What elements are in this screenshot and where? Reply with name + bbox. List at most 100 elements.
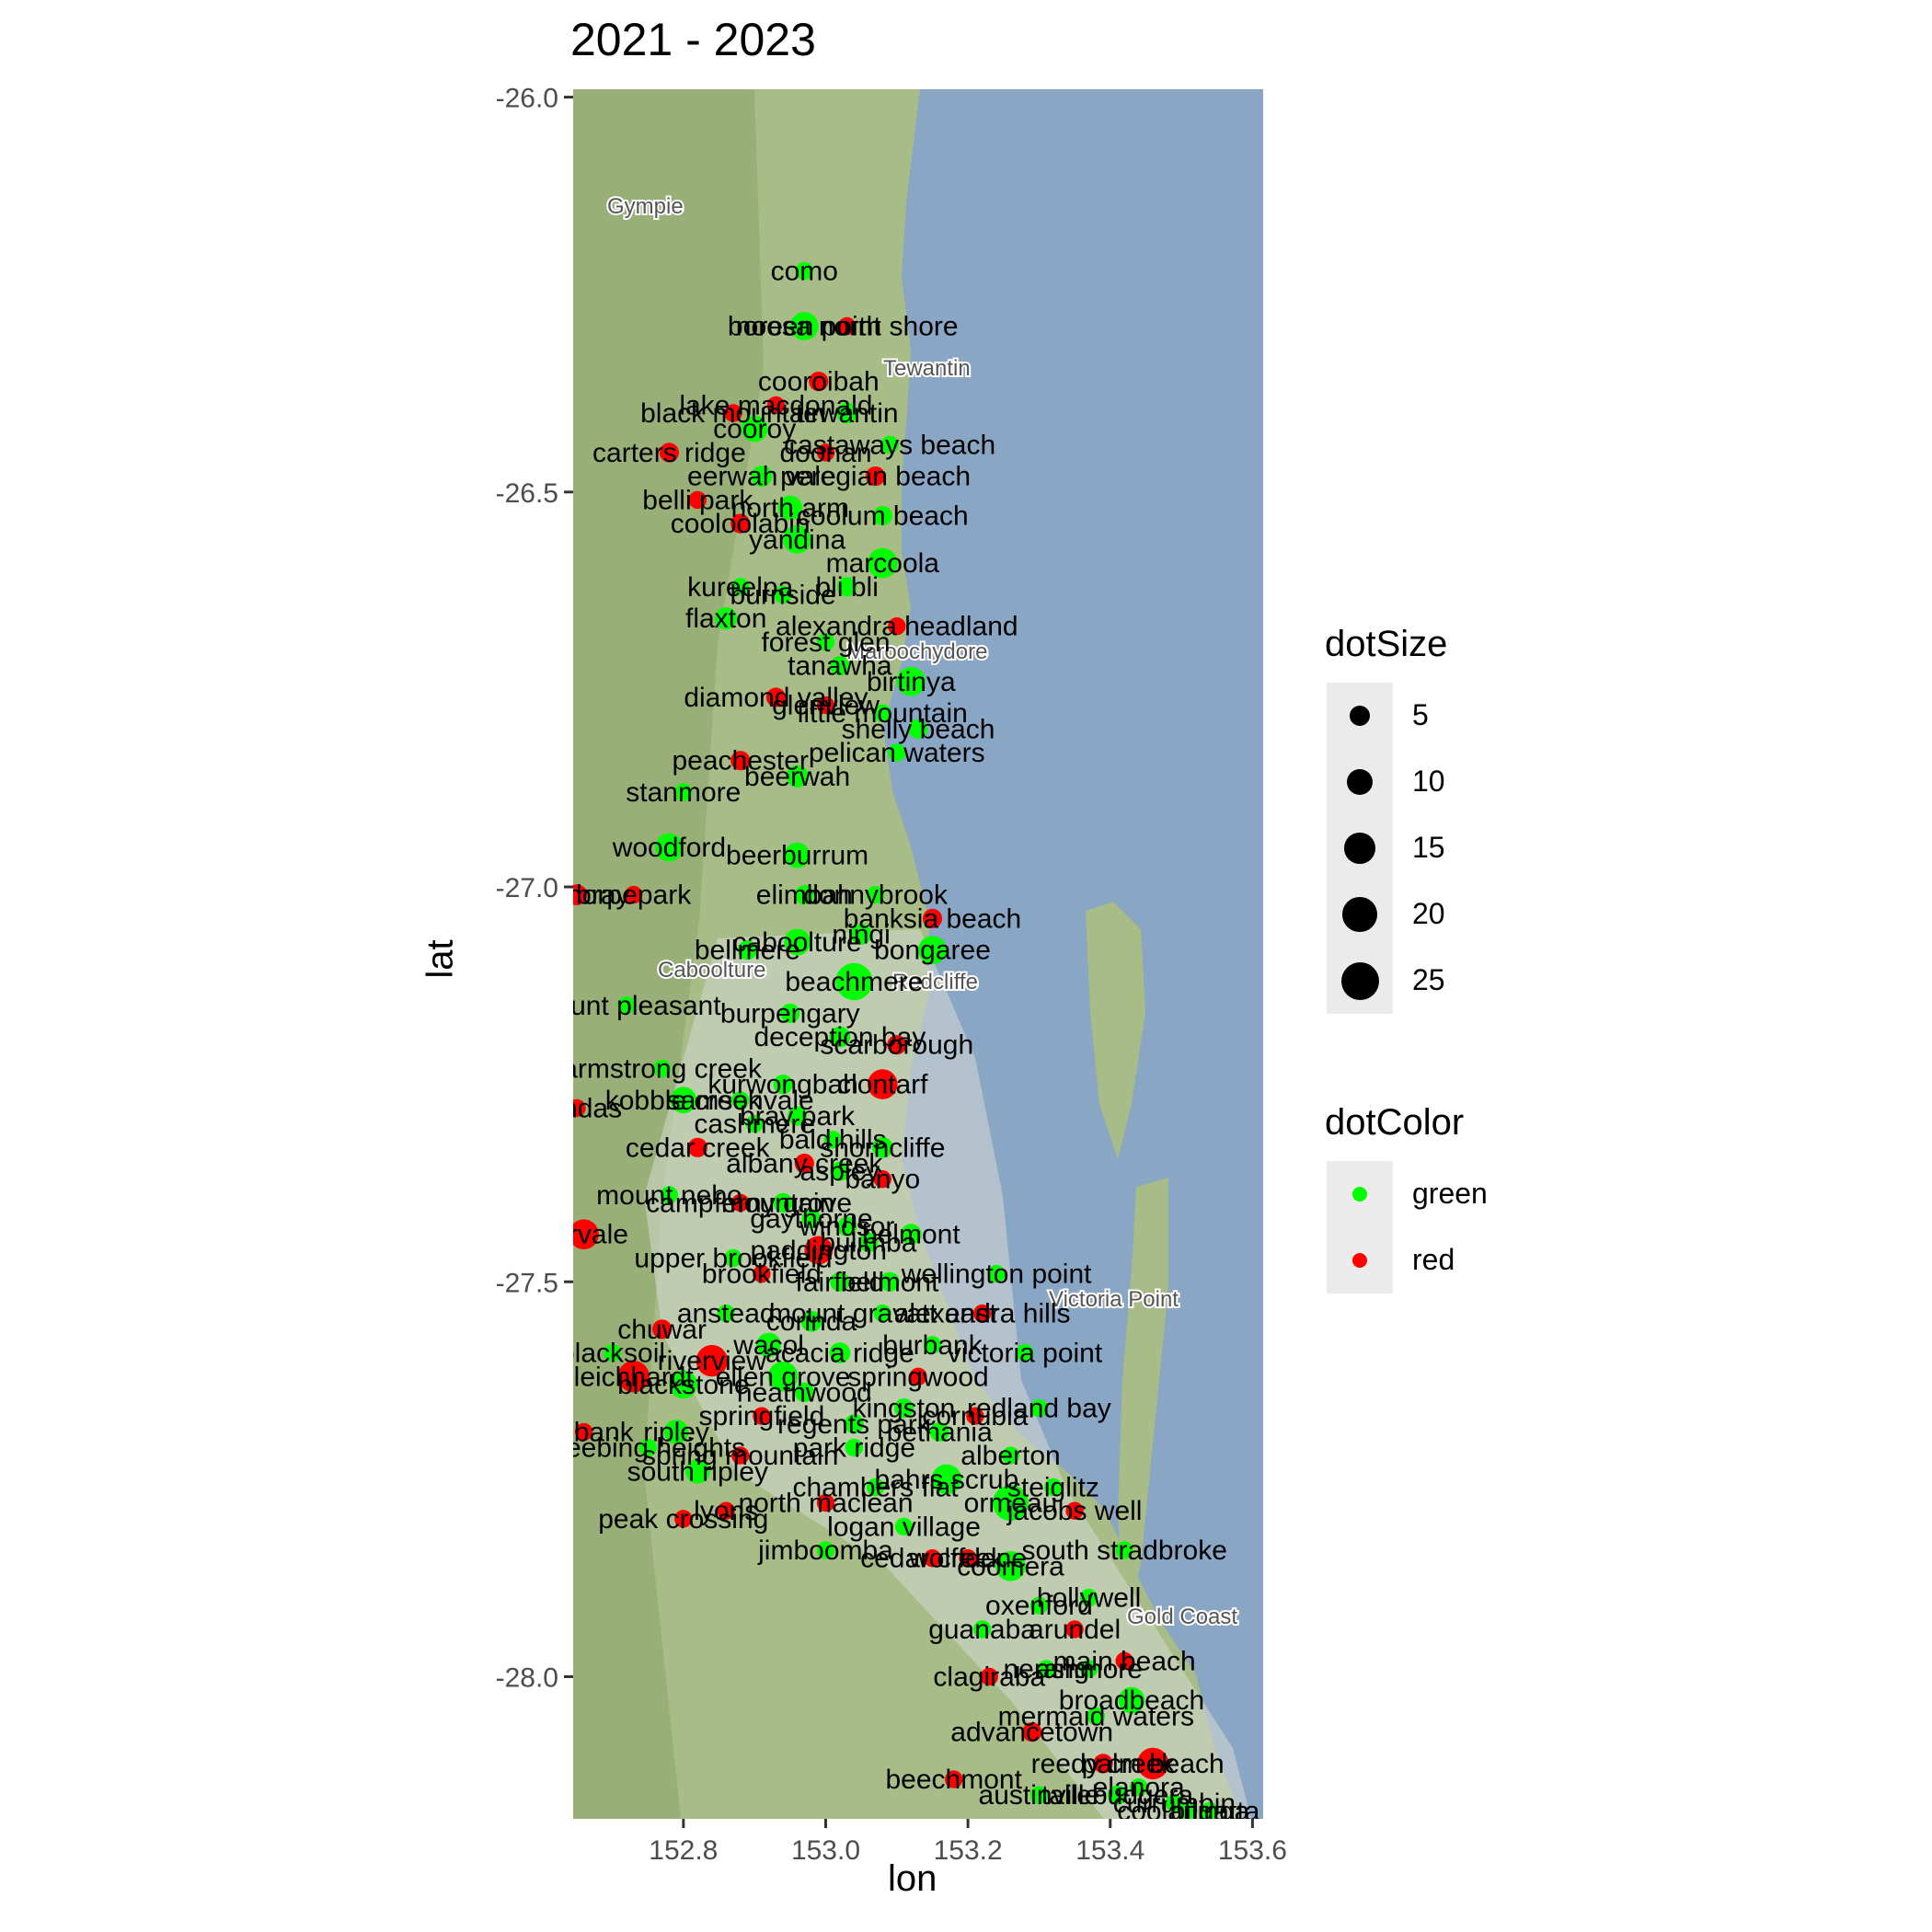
points-layer — [573, 261, 1219, 1819]
point-doonan — [816, 443, 835, 462]
point-glenview — [816, 696, 835, 715]
point-cooloolabin — [730, 513, 751, 534]
x-tick-label: 152.8 — [649, 1835, 718, 1866]
point-label: elanora — [1093, 1773, 1185, 1803]
size-legend-title: dotSize — [1325, 624, 1448, 664]
point-pelican-waters — [888, 743, 906, 762]
basemap-label: Caboolture — [658, 958, 765, 983]
point-label: springfield — [699, 1401, 825, 1432]
point-label: guanaba — [928, 1615, 1036, 1645]
point-blackstone — [669, 1370, 698, 1399]
point-south-ripley — [685, 1459, 710, 1484]
point-label: bethania — [887, 1417, 993, 1447]
point-banyo — [873, 1170, 891, 1189]
point-cooroibah — [809, 372, 829, 392]
y-tick-label: -27.5 — [496, 1268, 558, 1298]
point-bellthorpe — [573, 884, 588, 905]
point-label: banyo — [845, 1165, 920, 1195]
basemap-label: Redcliffe — [892, 970, 978, 995]
point-flaxton — [715, 607, 738, 630]
point-label: deebing heights — [550, 1433, 745, 1464]
point-label: nerang — [1003, 1654, 1088, 1685]
point-scarborough — [887, 1035, 907, 1055]
point-label: austinville — [979, 1780, 1100, 1811]
point-label: steiglitz — [1007, 1473, 1099, 1503]
sea — [883, 89, 1263, 1819]
point-label: south ripley — [627, 1456, 768, 1487]
point-label: boreen point — [728, 312, 881, 342]
point-samsonvale — [731, 1091, 750, 1110]
point-alberton — [1001, 1446, 1020, 1465]
point-label: bulimba — [820, 1227, 916, 1258]
point-label: coolum beach — [797, 501, 969, 532]
size-legend-label: 10 — [1412, 765, 1445, 798]
point-broadbeach — [1118, 1686, 1145, 1714]
point-label: jimboomba — [757, 1535, 893, 1566]
point-label: kureelpa — [687, 572, 793, 603]
point-label: spring mountain — [642, 1441, 838, 1471]
point-label: shorncliffe — [820, 1133, 945, 1163]
point-como — [795, 261, 813, 281]
point-peregian-beach — [866, 466, 886, 487]
chart-title: 2021 - 2023 — [570, 14, 816, 65]
point-label: ferny grove — [714, 1188, 852, 1218]
point-little-mountain — [873, 704, 891, 722]
point-bray-park — [788, 1106, 808, 1126]
color-legend-key — [1327, 1227, 1393, 1294]
point-label: deception bay — [753, 1022, 926, 1052]
point-upper-brookfield — [724, 1248, 742, 1268]
size-legend-key — [1327, 948, 1393, 1014]
point-cornubia — [966, 1407, 984, 1425]
point-hollywell — [1079, 1588, 1098, 1607]
point-label: bray park — [576, 880, 692, 911]
point-label: shelly beach — [842, 714, 995, 744]
size-legend-key — [1327, 815, 1393, 881]
point-clontarf — [868, 1069, 898, 1099]
point-label: castaways beach — [784, 430, 995, 460]
point-label: broadbeach — [1059, 1685, 1204, 1716]
point-fairfield — [830, 1271, 850, 1292]
point-acacia-ridge — [829, 1342, 851, 1363]
point-austinville — [1029, 1786, 1049, 1804]
point-label: yandina — [749, 524, 845, 555]
x-tick-label: 153.0 — [791, 1835, 860, 1866]
point-springwood — [909, 1367, 927, 1386]
axis-ticks: -26.0 -26.5 -27.0 -27.5 -28.0 152.8 153.0 153.2… — [496, 84, 1287, 1866]
point-label: kingston — [853, 1394, 956, 1424]
point-label: pelican waters — [809, 738, 985, 768]
point-ferny-grove — [773, 1192, 793, 1213]
point-elanora — [1130, 1778, 1148, 1797]
point-castaways-beach — [880, 435, 899, 454]
hinterland-shade — [573, 89, 764, 1819]
y-tick-label: -27.0 — [496, 873, 558, 903]
point-banksia-beach — [922, 908, 943, 929]
point-currumbin — [1165, 1794, 1184, 1812]
point-label: coomera — [957, 1551, 1064, 1581]
point-bethania — [929, 1421, 949, 1442]
point-kobble-creek — [670, 1087, 697, 1114]
point-label: mermaid waters — [998, 1701, 1194, 1731]
point-ellen-grove — [767, 1362, 799, 1392]
point-aspley — [830, 1161, 850, 1181]
point-label: bald hills — [779, 1125, 887, 1156]
point-label: belmont — [862, 1220, 960, 1250]
point-springfield — [753, 1407, 771, 1425]
point-label: carters ridge — [592, 438, 746, 468]
point-label: leichhardt — [574, 1362, 695, 1392]
point-stanmore — [674, 783, 693, 801]
point-clagiraba — [980, 1667, 999, 1686]
point-label: scarborough — [820, 1030, 973, 1061]
point-label: alexandra headland — [776, 612, 1018, 642]
point-label: paddington — [751, 1236, 887, 1266]
point-wolffdene — [959, 1549, 977, 1568]
point-chuwar — [652, 1319, 673, 1340]
point-label: tallebudgera — [1041, 1780, 1193, 1811]
point-label: peak crossing — [598, 1504, 768, 1535]
y-tick-label: -26.5 — [496, 478, 558, 509]
point-label: clagiraba — [933, 1662, 1045, 1693]
point-label: springwood — [847, 1362, 988, 1392]
point-burpengary — [780, 1003, 800, 1023]
point-noosa-north-shore — [838, 316, 857, 336]
color-legend-label: red — [1412, 1243, 1455, 1276]
color-legend-key — [1327, 1161, 1393, 1227]
